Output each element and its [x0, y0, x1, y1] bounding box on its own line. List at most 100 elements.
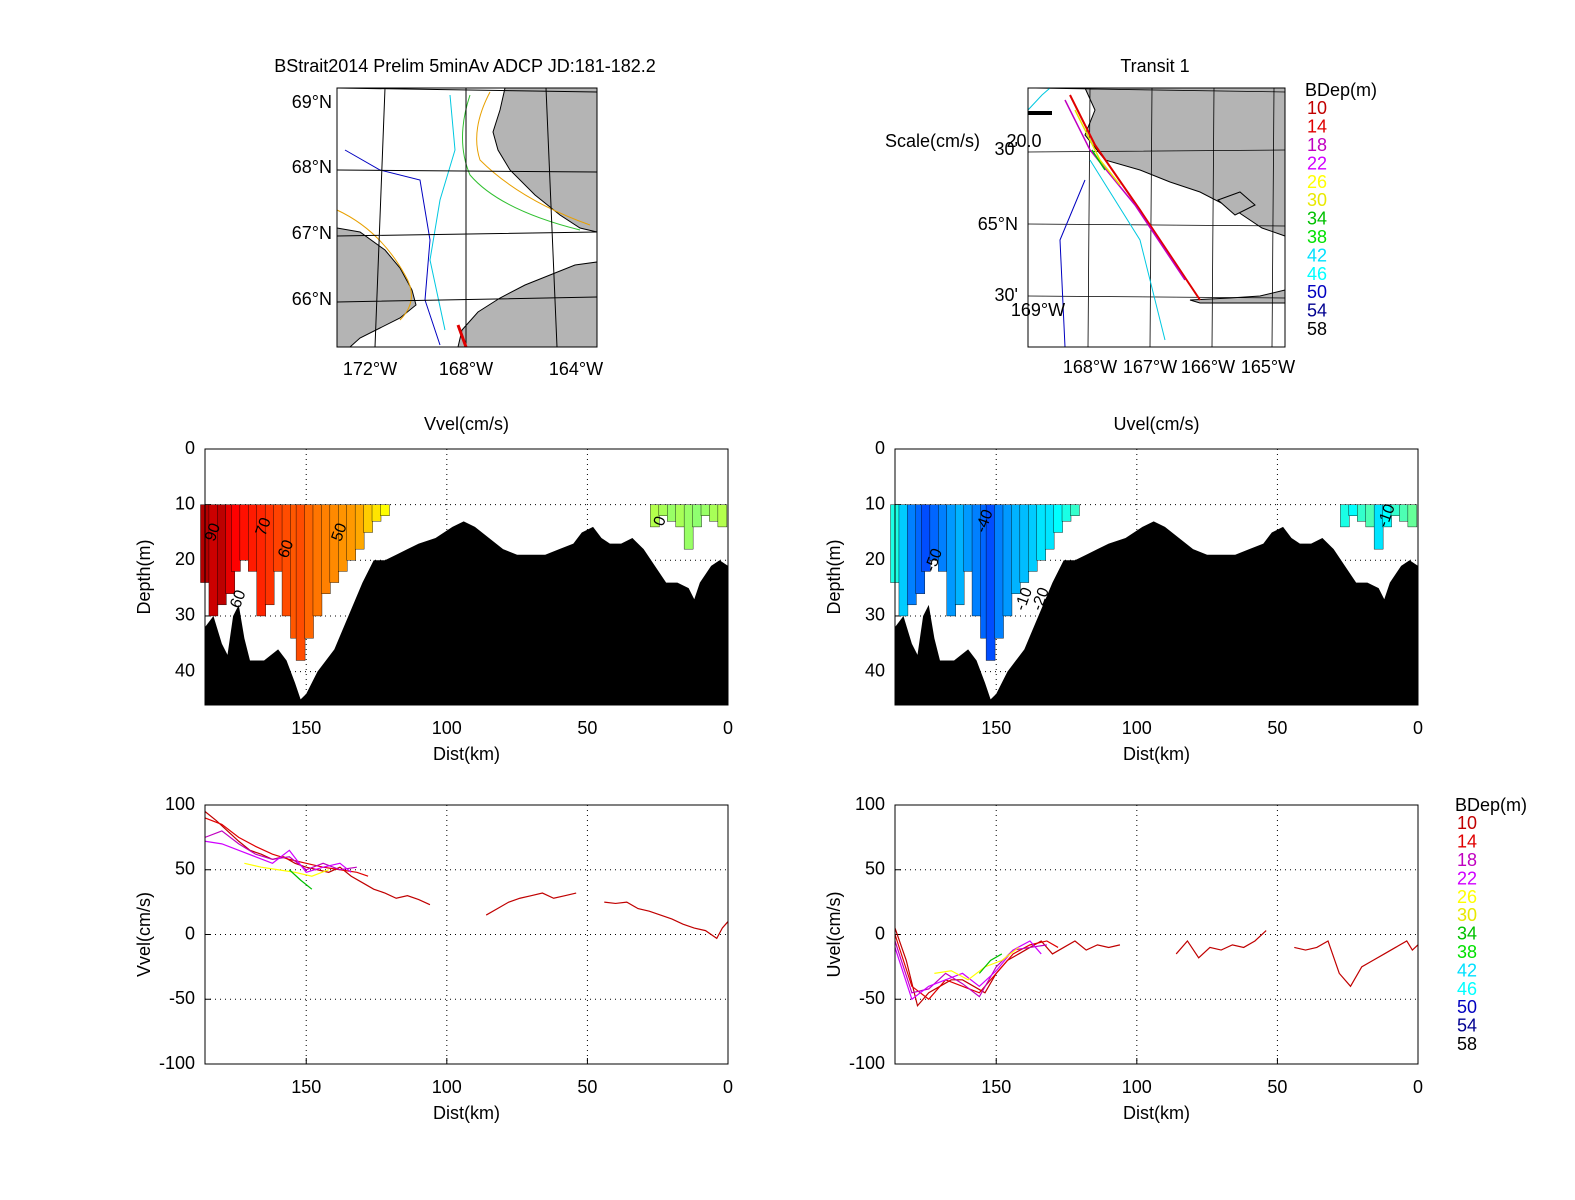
- velocity-cell: [380, 504, 390, 516]
- legend-entry: 50: [1457, 997, 1477, 1017]
- legend-entry: 42: [1307, 245, 1327, 265]
- track: [1069, 94, 1201, 301]
- y-tick-label: 30: [865, 605, 885, 625]
- y-tick-label: 0: [875, 438, 885, 458]
- velocity-cell: [1019, 504, 1030, 583]
- velocity-cell: [717, 504, 728, 528]
- x-tick-label: 50: [1267, 1077, 1287, 1097]
- lon-label: 169°W: [1011, 300, 1065, 320]
- graticule: [336, 87, 598, 348]
- velocity-cell: [1028, 504, 1038, 572]
- map-1: [336, 87, 598, 348]
- contour: [1059, 179, 1086, 348]
- velocity-cell: [667, 504, 677, 522]
- contour: [336, 209, 412, 321]
- map-title: BStrait2014 Prelim 5minAv ADCP JD:181-18…: [274, 56, 656, 76]
- y-tick-label: -100: [159, 1053, 195, 1073]
- x-tick-label: 0: [1413, 1077, 1423, 1097]
- y-tick-label: 0: [185, 438, 195, 458]
- plot-frame: [204, 804, 729, 1065]
- contour-label: -20: [1029, 585, 1053, 613]
- lon-label: 172°W: [343, 359, 397, 379]
- x-tick-label: 50: [1267, 718, 1287, 738]
- series-line: [894, 934, 1059, 1001]
- contour-label: -40: [973, 507, 997, 535]
- velocity-cell: [312, 504, 323, 617]
- series-line: [204, 830, 357, 871]
- series-line: [204, 840, 352, 874]
- legend-entry: 26: [1457, 887, 1477, 907]
- y-axis-label: Depth(m): [824, 539, 844, 614]
- series-line: [204, 817, 369, 877]
- contour: [1089, 159, 1166, 341]
- graticule: [1027, 87, 1286, 348]
- track: [1091, 149, 1106, 171]
- velocity-cell: [658, 504, 669, 516]
- lon-label: 167°W: [1123, 357, 1177, 377]
- series-line: [978, 953, 1003, 974]
- legend-entry: 30: [1307, 190, 1327, 210]
- x-tick-label: 0: [1413, 718, 1423, 738]
- legend-entry: 58: [1307, 319, 1327, 339]
- legend-entry: 18: [1307, 135, 1327, 155]
- y-tick-label: 50: [175, 859, 195, 879]
- contour-label: 90: [202, 521, 224, 544]
- panel-title: Uvel(cm/s): [1114, 414, 1200, 434]
- legend-entry: 34: [1457, 924, 1477, 944]
- velocity-cell: [1365, 504, 1375, 528]
- contour: [429, 94, 456, 331]
- lon-label: 165°W: [1241, 357, 1295, 377]
- lat-label: 30': [995, 139, 1018, 159]
- lon-label: 166°W: [1181, 357, 1235, 377]
- lon-label: 168°W: [1063, 357, 1117, 377]
- series-line: [934, 946, 1020, 981]
- x-axis-label: Dist(km): [1123, 1103, 1190, 1123]
- y-tick-label: 100: [165, 794, 195, 814]
- x-tick-label: 0: [723, 718, 733, 738]
- y-tick-label: -50: [859, 988, 885, 1008]
- velocity-cell: [239, 504, 250, 561]
- land: [1217, 191, 1256, 216]
- contour-label: 60: [275, 538, 297, 561]
- y-axis-label: Vvel(cm/s): [134, 892, 154, 977]
- x-tick-label: 150: [981, 1077, 1011, 1097]
- y-tick-label: 0: [185, 923, 195, 943]
- velocity-cell: [994, 504, 1004, 639]
- velocity-cell: [329, 504, 340, 583]
- plot-frame: [204, 448, 729, 706]
- velocity-cell: [1053, 504, 1063, 533]
- velocity-cell: [304, 504, 314, 639]
- scale-value: 20.0: [1006, 131, 1041, 151]
- lat-label: 69°N: [292, 92, 332, 112]
- panel-title: Vvel(cm/s): [424, 414, 509, 434]
- legend-entry: 26: [1307, 172, 1327, 192]
- lat-label: 65°N: [978, 214, 1018, 234]
- x-tick-label: 0: [723, 1077, 733, 1097]
- plot-frame: [894, 448, 1419, 706]
- map-frame: [336, 87, 598, 348]
- y-tick-label: 40: [865, 660, 885, 680]
- velocity-cell: [1407, 504, 1418, 528]
- legend-entry: 14: [1457, 832, 1477, 852]
- y-axis-label: Uvel(cm/s): [824, 892, 844, 978]
- legend-entry: 46: [1457, 979, 1477, 999]
- velocity-cell: [208, 504, 219, 617]
- contour: [476, 91, 591, 226]
- x-tick-label: 100: [1122, 1077, 1152, 1097]
- legend-entry: 42: [1457, 960, 1477, 980]
- series-line: [288, 869, 313, 890]
- velocity-cell: [683, 504, 694, 550]
- legend-title: BDep(m): [1455, 795, 1527, 815]
- lat-label: 66°N: [292, 289, 332, 309]
- contour-label: -50: [922, 546, 946, 574]
- legend-entry: 46: [1307, 264, 1327, 284]
- velocity-cell: [321, 504, 331, 594]
- velocity-cell: [675, 504, 685, 528]
- track: [456, 324, 468, 348]
- legend-entry: 54: [1307, 301, 1327, 321]
- contour-label: 60: [227, 588, 249, 611]
- y-tick-label: 10: [175, 493, 195, 513]
- velocity-cell: [1399, 504, 1409, 522]
- legend-entry: 30: [1457, 905, 1477, 925]
